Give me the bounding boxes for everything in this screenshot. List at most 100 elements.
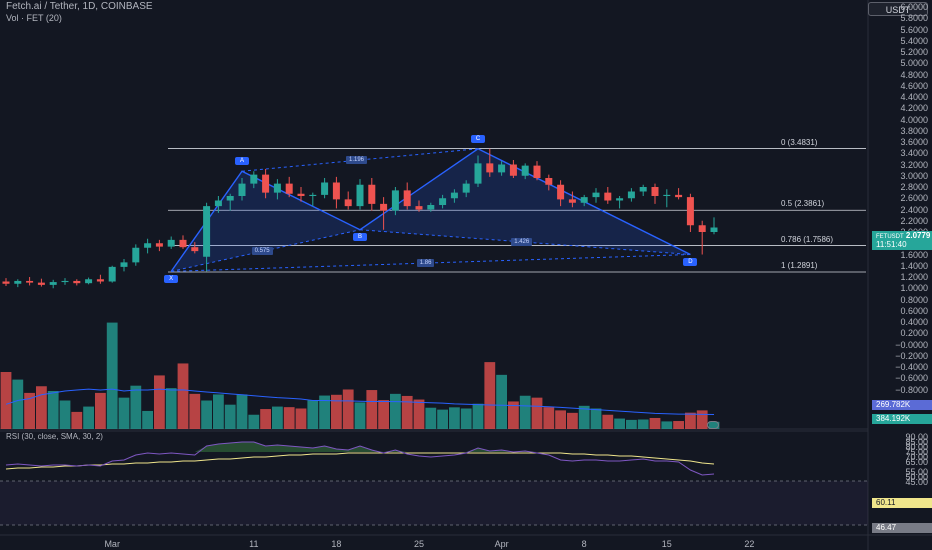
countdown-badge: 11:51:40 xyxy=(872,240,932,250)
candle-body xyxy=(226,196,234,201)
rsi-overbought-area xyxy=(6,442,714,452)
rsi-axis-tick: 90.00 xyxy=(905,432,928,442)
candle xyxy=(2,278,10,286)
candle-body xyxy=(415,206,423,210)
pattern-ratio-label: 1.86 xyxy=(416,258,435,267)
rsi-axis-tick: 65.00 xyxy=(905,457,928,467)
candle-body xyxy=(120,262,128,267)
candle xyxy=(273,179,281,200)
rsi-badge: 46.47 xyxy=(872,523,932,533)
rsi-indicator-title[interactable]: RSI (30, close, SMA, 30, 2) xyxy=(6,432,103,441)
candle-body xyxy=(273,183,281,193)
eye-icon[interactable] xyxy=(707,421,719,429)
candle xyxy=(604,187,612,204)
candle xyxy=(144,238,152,254)
candle-body xyxy=(179,239,187,248)
candle-body xyxy=(332,182,340,200)
volume-bar xyxy=(354,402,366,429)
candle xyxy=(120,259,128,272)
volume-bar xyxy=(177,363,189,429)
volume-bar xyxy=(118,397,130,429)
candle xyxy=(521,163,529,180)
candle-body xyxy=(203,206,211,257)
candle xyxy=(616,196,624,209)
volume-bar xyxy=(331,394,342,429)
candle-body xyxy=(486,163,494,173)
rsi-band xyxy=(0,481,868,525)
price-axis-tick: 6.0000 xyxy=(900,2,928,12)
time-axis-tick: 11 xyxy=(249,539,259,549)
candle xyxy=(191,242,199,254)
fib-level-label: 0.5 (2.3861) xyxy=(781,199,825,209)
volume-bar xyxy=(531,397,543,429)
candle-body xyxy=(37,282,45,285)
xabcd-pattern[interactable] xyxy=(170,147,691,272)
price-axis-tick: 4.0000 xyxy=(900,114,928,125)
candle-body xyxy=(250,174,258,184)
candle xyxy=(285,176,293,198)
volume-bars xyxy=(0,322,720,429)
volume-bar xyxy=(543,407,555,429)
volume-badge-a: 269.782K xyxy=(872,400,932,410)
volume-bar xyxy=(319,395,330,429)
candle-body xyxy=(191,247,199,252)
candle xyxy=(226,193,234,211)
candle xyxy=(309,192,317,207)
volume-bar xyxy=(413,399,425,429)
candle-body xyxy=(710,227,718,232)
candle xyxy=(61,278,69,285)
candle xyxy=(297,187,305,202)
volume-bar xyxy=(685,412,696,429)
candle xyxy=(85,277,93,285)
price-axis-tick: −0.8000 xyxy=(895,384,928,395)
candle-body xyxy=(2,281,10,284)
candle-body xyxy=(262,174,270,193)
candle xyxy=(380,197,388,230)
rsi-axis-tick: 50.00 xyxy=(905,472,928,482)
volume-bar xyxy=(649,417,661,429)
time-axis-tick: 15 xyxy=(661,539,672,549)
pattern-point-a: A xyxy=(235,157,249,166)
volume-indicator-title[interactable]: Vol · FET (20) xyxy=(6,13,62,23)
candle-body xyxy=(96,279,104,282)
volume-bar xyxy=(224,404,236,429)
candle-body xyxy=(132,247,140,263)
candle xyxy=(132,244,140,266)
price-axis-tick: 3.4000 xyxy=(900,148,928,159)
price-axis-tick: −0.0000 xyxy=(895,339,928,350)
time-axis-tick: 22 xyxy=(744,539,755,549)
volume-bar xyxy=(189,393,201,429)
price-axis-tick: 0.6000 xyxy=(900,305,928,316)
price-axis-tick: 1.4000 xyxy=(900,260,928,271)
candle-body xyxy=(297,193,305,196)
candlesticks xyxy=(2,148,718,289)
candle-body xyxy=(427,205,435,210)
volume-bar xyxy=(578,405,590,429)
volume-bar xyxy=(236,394,248,429)
candle xyxy=(214,196,222,213)
candle-body xyxy=(14,280,22,284)
symbol-title[interactable]: Fetch.ai / Tether, 1D, COINBASE xyxy=(6,1,153,12)
candle xyxy=(356,179,364,210)
candle-body xyxy=(155,243,163,247)
time-axis-tick: Mar xyxy=(104,539,120,549)
volume-bar xyxy=(59,400,71,429)
price-badge-symbol: FETUSDT 2.0779 xyxy=(872,231,932,241)
volume-bar xyxy=(390,393,401,429)
candle xyxy=(368,178,376,211)
volume-bar xyxy=(366,390,378,429)
volume-bar xyxy=(295,408,307,429)
volume-bar xyxy=(342,389,354,429)
currency-button[interactable]: USDT xyxy=(868,2,928,16)
volume-bar xyxy=(95,392,106,429)
candle-body xyxy=(321,182,329,195)
candle-body xyxy=(439,198,447,205)
volume-bar xyxy=(248,414,260,429)
price-axis-tick: −0.6000 xyxy=(895,373,928,384)
candle-body xyxy=(144,243,152,248)
candle-body xyxy=(403,190,411,207)
candle-body xyxy=(391,190,399,211)
time-axis-tick: 8 xyxy=(581,539,587,549)
price-axis-tick: 3.8000 xyxy=(900,125,928,136)
